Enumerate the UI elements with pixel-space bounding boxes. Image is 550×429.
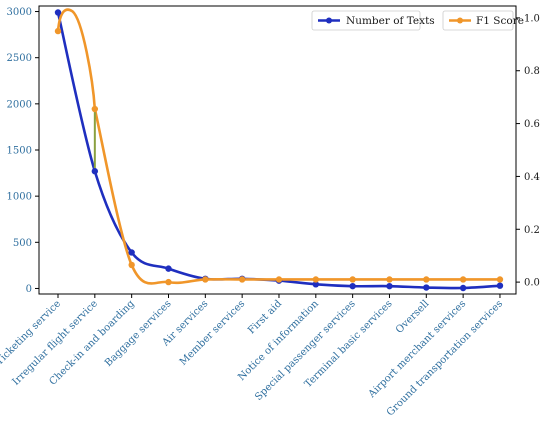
right-tick-label: 0.6 <box>524 119 540 130</box>
point-f1-score <box>91 105 99 113</box>
right-tick-label: 0.0 <box>524 278 540 289</box>
x-tick-label: Baggage services <box>103 298 174 369</box>
point-f1-score <box>459 276 467 283</box>
legend-marker-texts <box>326 17 332 24</box>
legend-marker-f1 <box>457 17 463 24</box>
point-f1-score <box>423 276 430 283</box>
point-number-of-texts <box>496 282 504 289</box>
point-f1-score <box>202 276 209 283</box>
legend-box <box>311 10 421 31</box>
left-tick-label: 2000 <box>7 99 32 110</box>
point-f1-score <box>128 261 135 269</box>
left-tick-label: 0 <box>26 284 32 295</box>
legend-label-texts: Number of Texts <box>346 15 435 27</box>
legend-f1: F1 Score <box>442 10 524 31</box>
point-f1-score <box>238 276 246 283</box>
x-tick-label: Member services <box>178 298 247 367</box>
x-tick-label: First aid <box>246 298 284 336</box>
right-tick-label: 0.4 <box>524 172 540 183</box>
point-f1-score <box>496 276 504 283</box>
left-tick-label: 1000 <box>7 192 32 203</box>
point-f1-score <box>386 276 393 283</box>
point-f1-score <box>54 27 62 35</box>
right-axis: 0.0 0.2 0.4 0.6 0.8 1.0 <box>516 13 540 289</box>
x-tick-label: Oversell <box>394 298 431 335</box>
point-f1-score <box>275 276 283 283</box>
point-number-of-texts <box>423 284 430 291</box>
right-tick-label: 0.8 <box>524 66 540 77</box>
point-number-of-texts <box>91 168 99 175</box>
right-tick-label: 1.0 <box>524 13 540 24</box>
left-tick-label: 2500 <box>7 53 32 64</box>
legend-label-f1: F1 Score <box>476 15 524 27</box>
point-number-of-texts <box>459 284 467 292</box>
series-group <box>54 8 504 292</box>
legend-box <box>442 10 514 31</box>
left-tick-label: 1500 <box>7 146 32 157</box>
point-number-of-texts <box>386 282 393 290</box>
left-tick-label: 500 <box>13 238 32 249</box>
point-number-of-texts <box>54 9 62 16</box>
left-tick-label: 3000 <box>7 7 32 18</box>
point-f1-score <box>349 276 356 283</box>
series-line-f1-score <box>56 8 500 285</box>
right-tick-label: 0.2 <box>524 225 540 236</box>
point-number-of-texts <box>165 265 172 272</box>
point-f1-score <box>312 276 320 283</box>
point-number-of-texts <box>128 249 135 256</box>
plot-frame <box>38 5 517 295</box>
point-f1-score <box>165 278 172 286</box>
series-line-number-of-texts <box>56 12 501 290</box>
point-number-of-texts <box>349 282 356 290</box>
left-axis: 0 500 1000 1500 2000 2500 3000 <box>7 7 39 295</box>
legend-texts: Number of Texts <box>311 10 435 31</box>
point-number-of-texts <box>312 281 320 288</box>
x-tick-label: Ticketing service <box>0 298 63 367</box>
